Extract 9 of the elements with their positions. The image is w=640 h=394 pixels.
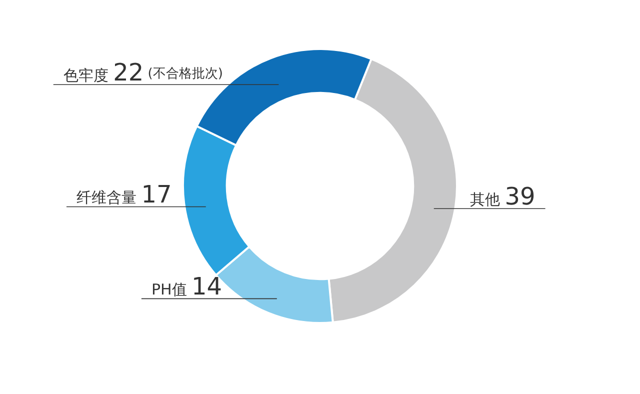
data-label: 39 [504,182,536,211]
data-label: 14 [192,272,222,301]
slice-label: PH值 [151,280,192,299]
slice-label: 色牢度 [63,66,114,85]
slice-label: 其他 [470,190,505,209]
data-label: 22 [113,58,144,87]
text: (不合格批次) [144,66,223,82]
slice-label: 纤维含量 [76,188,142,207]
data-label: 17 [141,180,172,209]
